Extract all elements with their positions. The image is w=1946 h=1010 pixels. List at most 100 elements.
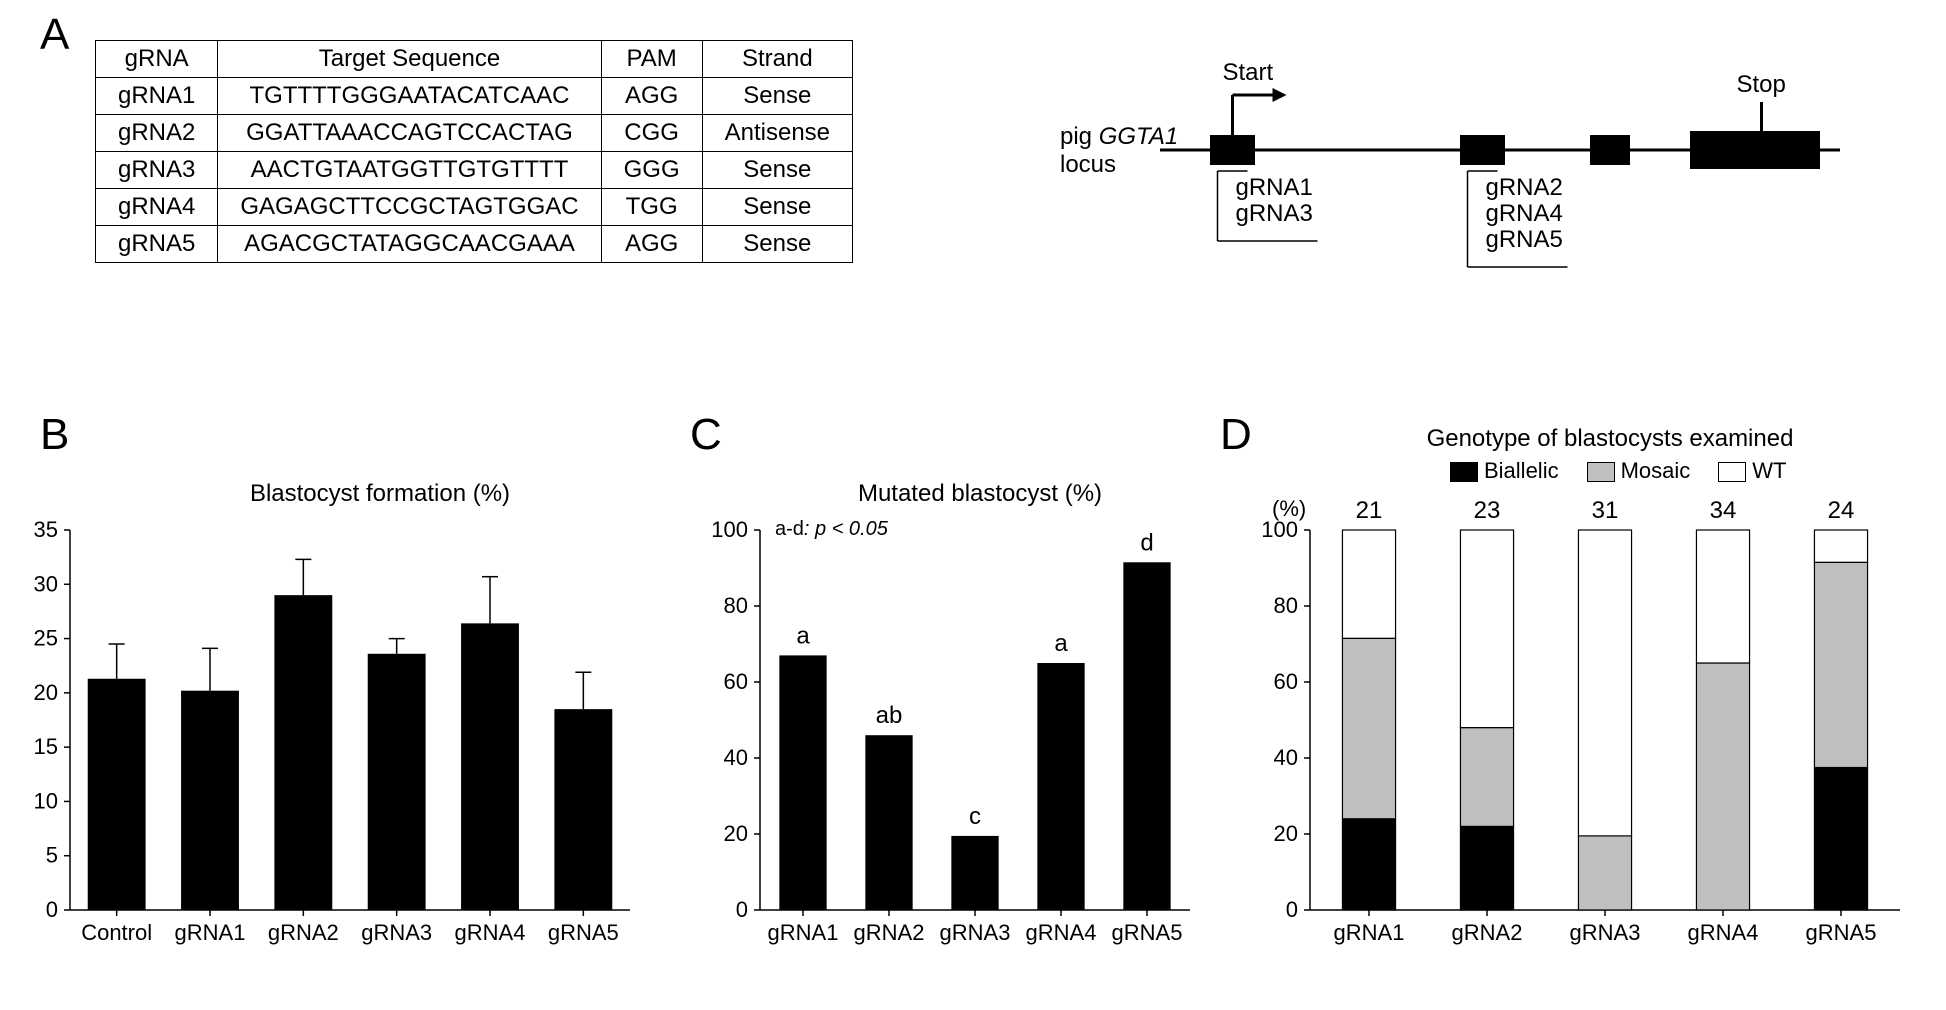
svg-text:gRNA2: gRNA2: [1452, 920, 1523, 945]
table-cell: Sense: [702, 152, 852, 189]
panel-c-label: C: [690, 410, 722, 460]
svg-text:gRNA1: gRNA1: [1334, 920, 1405, 945]
svg-text:20: 20: [34, 680, 58, 705]
table-cell: gRNA3: [96, 152, 218, 189]
svg-text:Control: Control: [81, 920, 152, 945]
table-cell: Sense: [702, 226, 852, 263]
table-row: gRNA3AACTGTAATGGTTGTGTTTTGGGSense: [96, 152, 853, 189]
table-cell: Sense: [702, 189, 852, 226]
svg-text:gRNA5: gRNA5: [548, 920, 619, 945]
svg-text:21: 21: [1356, 497, 1383, 524]
svg-text:a: a: [796, 622, 810, 649]
table-cell: gRNA2: [96, 115, 218, 152]
table-cell: gRNA4: [96, 189, 218, 226]
svg-text:gRNA2: gRNA2: [268, 920, 339, 945]
table-cell: TGTTTTGGGAATACATCAAC: [218, 78, 601, 115]
svg-text:5: 5: [46, 843, 58, 868]
svg-text:34: 34: [1710, 497, 1737, 524]
svg-text:30: 30: [34, 571, 58, 596]
panel-d-legend: Biallelic Mosaic WT: [1450, 458, 1786, 484]
svg-text:gRNA1: gRNA1: [768, 920, 839, 945]
grna-table: gRNATarget SequencePAMStrand gRNA1TGTTTT…: [95, 40, 853, 263]
svg-text:c: c: [969, 803, 981, 830]
legend-item: Biallelic: [1450, 458, 1559, 484]
chart-c: 0 20 40 60 80 100 a gRNA1 ab gRNA2 c gRNA3 a gRNA4 d gR…: [700, 490, 1200, 965]
svg-text:gRNA4: gRNA4: [1688, 920, 1759, 945]
svg-text:25: 25: [34, 626, 58, 651]
svg-text:gRNA5: gRNA5: [1806, 920, 1877, 945]
svg-text:80: 80: [724, 593, 748, 618]
svg-text:ab: ab: [876, 702, 903, 729]
table-row: gRNA4GAGAGCTTCCGCTAGTGGACTGGSense: [96, 189, 853, 226]
svg-text:gRNA2: gRNA2: [1486, 174, 1563, 201]
table-cell: CGG: [601, 115, 702, 152]
svg-text:gRNA5: gRNA5: [1486, 226, 1563, 253]
table-cell: Sense: [702, 78, 852, 115]
table-cell: GGG: [601, 152, 702, 189]
svg-text:Stop: Stop: [1737, 71, 1786, 98]
table-cell: TGG: [601, 189, 702, 226]
legend-item: WT: [1718, 458, 1786, 484]
svg-text:40: 40: [724, 745, 748, 770]
svg-text:d: d: [1140, 529, 1153, 556]
svg-text:gRNA3: gRNA3: [940, 920, 1011, 945]
table-cell: AGG: [601, 78, 702, 115]
table-row: gRNA5AGACGCTATAGGCAACGAAAAGGSense: [96, 226, 853, 263]
table-cell: GAGAGCTTCCGCTAGTGGAC: [218, 189, 601, 226]
svg-text:0: 0: [736, 897, 748, 922]
table-cell: AGG: [601, 226, 702, 263]
svg-text:gRNA1: gRNA1: [1236, 174, 1313, 201]
svg-text:gRNA3: gRNA3: [1570, 920, 1641, 945]
svg-text:31: 31: [1592, 497, 1619, 524]
table-header: gRNA: [96, 41, 218, 78]
table-header: Strand: [702, 41, 852, 78]
panel-d-title: Genotype of blastocysts examined: [1360, 425, 1860, 453]
svg-text:24: 24: [1828, 497, 1855, 524]
panel-b-title: Blastocyst formation (%): [160, 480, 600, 508]
svg-text:100: 100: [711, 517, 748, 542]
table-cell: GGATTAAACCAGTCCACTAG: [218, 115, 601, 152]
svg-text:gRNA3: gRNA3: [1236, 200, 1313, 227]
svg-text:(%): (%): [1272, 496, 1306, 521]
chart-b: 0 5 10 15 20 25 30 35 Control gRNA1 gRNA2 gRNA3 gRNA…: [15, 515, 640, 965]
svg-text:80: 80: [1274, 593, 1298, 618]
chart-d: 020406080100(%)21gRNA123gRNA231gRNA334gR…: [1250, 490, 1910, 965]
svg-text:0: 0: [46, 897, 58, 922]
svg-text:0: 0: [1286, 897, 1298, 922]
table-cell: AGACGCTATAGGCAACGAAA: [218, 226, 601, 263]
table-row: gRNA2GGATTAAACCAGTCCACTAGCGGAntisense: [96, 115, 853, 152]
svg-text:gRNA4: gRNA4: [455, 920, 526, 945]
svg-text:60: 60: [724, 669, 748, 694]
svg-text:40: 40: [1274, 745, 1298, 770]
legend-item: Mosaic: [1587, 458, 1691, 484]
svg-text:gRNA3: gRNA3: [361, 920, 432, 945]
svg-text:35: 35: [34, 517, 58, 542]
figure-root: A gRNATarget SequencePAMStrand gRNA1TGTT…: [0, 0, 1946, 1010]
svg-text:gRNA4: gRNA4: [1026, 920, 1097, 945]
svg-text:gRNA4: gRNA4: [1486, 200, 1563, 227]
panel-b-label: B: [40, 410, 69, 460]
svg-text:23: 23: [1474, 497, 1501, 524]
svg-text:20: 20: [724, 821, 748, 846]
svg-text:60: 60: [1274, 669, 1298, 694]
svg-text:20: 20: [1274, 821, 1298, 846]
svg-text:10: 10: [34, 788, 58, 813]
table-row: gRNA1TGTTTTGGGAATACATCAACAGGSense: [96, 78, 853, 115]
svg-text:a: a: [1054, 630, 1068, 657]
svg-text:gRNA1: gRNA1: [175, 920, 246, 945]
svg-text:Start: Start: [1223, 59, 1274, 86]
table-cell: Antisense: [702, 115, 852, 152]
table-header: Target Sequence: [218, 41, 601, 78]
svg-text:15: 15: [34, 734, 58, 759]
panel-a-label: A: [40, 10, 69, 60]
table-cell: gRNA5: [96, 226, 218, 263]
svg-text:gRNA2: gRNA2: [854, 920, 925, 945]
table-cell: gRNA1: [96, 78, 218, 115]
svg-text:locus: locus: [1060, 151, 1116, 178]
svg-text:pig GGTA1: pig GGTA1: [1060, 123, 1178, 150]
svg-text:gRNA5: gRNA5: [1112, 920, 1183, 945]
panel-d-label: D: [1220, 410, 1252, 460]
table-cell: AACTGTAATGGTTGTGTTTT: [218, 152, 601, 189]
locus-diagram: StartStoppig GGTA1locusgRNA1gRNA3gRNA2gR…: [1060, 40, 1880, 300]
table-header: PAM: [601, 41, 702, 78]
